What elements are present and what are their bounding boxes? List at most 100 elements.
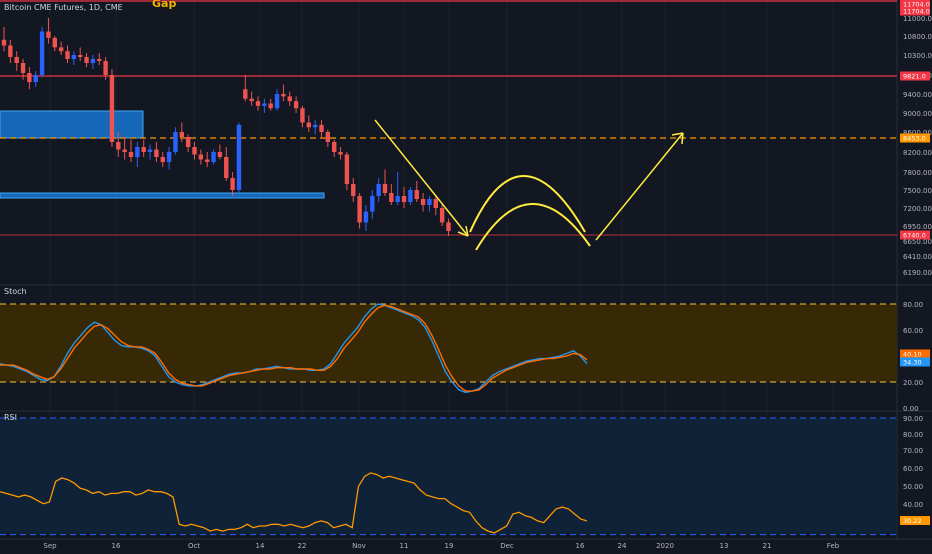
- price-badge-label: 9821.0: [903, 73, 926, 81]
- candle-body: [46, 31, 51, 38]
- stoch-badge-label: 40.10: [903, 351, 922, 359]
- price-tick-label: 9400.00: [903, 91, 932, 99]
- gap-box-upper: [0, 110, 144, 139]
- time-tick-label: Nov: [352, 542, 366, 550]
- candle-body: [128, 152, 134, 157]
- price-badge-label: 6740.0: [903, 232, 926, 240]
- candle-body: [281, 94, 286, 97]
- candle-body: [319, 124, 324, 132]
- price-tick-label: 9000.00: [903, 110, 932, 118]
- time-tick-label: 16: [112, 542, 121, 550]
- stoch-title: Stoch: [4, 287, 27, 296]
- candle-body: [408, 190, 413, 202]
- candle-body: [33, 75, 38, 83]
- candle-body: [420, 199, 426, 205]
- candle-body: [262, 103, 267, 106]
- candle-body: [71, 55, 77, 59]
- price-badge: [900, 6, 930, 16]
- candle-body: [90, 59, 96, 63]
- candle-body: [122, 149, 127, 152]
- arc-cup: [475, 203, 591, 251]
- price-tick-label: 7500.00: [903, 187, 932, 195]
- candle-body: [230, 178, 235, 190]
- candle-body: [185, 137, 191, 147]
- candle-body: [236, 124, 242, 190]
- candle-body: [433, 199, 438, 208]
- time-tick-label: Sep: [43, 542, 57, 550]
- stoch-tick-label: 80.00: [903, 301, 923, 309]
- candle-body: [109, 75, 115, 142]
- candle-body: [376, 184, 381, 196]
- candle-body: [382, 184, 388, 193]
- candle-body: [427, 199, 432, 205]
- time-tick-label: Dec: [500, 542, 514, 550]
- price-tick-label: 7800.00: [903, 169, 932, 177]
- price-tick-label: 6650.00: [903, 238, 932, 246]
- stoch-badge: [900, 357, 930, 367]
- candle-body: [332, 142, 337, 152]
- up-arrow-line: [595, 132, 684, 241]
- candle-body: [1, 39, 7, 46]
- candle-body: [116, 142, 121, 150]
- price-tick-label: 8200.00: [903, 149, 932, 157]
- candle-body: [173, 132, 178, 152]
- candle-body: [312, 124, 318, 128]
- arc-cap: [469, 175, 586, 233]
- candle-body: [243, 89, 248, 99]
- rsi-tick-label: 40.00: [903, 501, 923, 509]
- time-tick-label: 2020: [656, 542, 674, 550]
- rsi-tick-label: 70.00: [903, 447, 923, 455]
- symbol-title: Bitcoin CME Futures, 1D, CME: [4, 3, 123, 12]
- candle-body: [147, 149, 153, 152]
- candle-body: [249, 98, 254, 102]
- candle-body: [39, 31, 45, 75]
- stoch-d-line: [0, 304, 588, 392]
- rsi-tick-label: 80.00: [903, 431, 923, 439]
- candle-body: [414, 190, 419, 199]
- candle-body: [27, 73, 32, 83]
- candle-body: [224, 157, 229, 178]
- stoch-tick-label: 60.00: [903, 327, 923, 335]
- candle-body: [14, 57, 19, 63]
- candle-body: [306, 122, 311, 128]
- candle-body: [160, 157, 165, 162]
- price-badge: [900, 230, 930, 240]
- time-tick-label: 13: [720, 542, 729, 550]
- rsi-badge-label: 30.22: [903, 517, 922, 525]
- candle-body: [198, 154, 204, 160]
- price-tick-label: 10300.00: [903, 52, 932, 60]
- candle-body: [274, 94, 280, 109]
- price-badge-label: 11704.0: [903, 8, 930, 16]
- candle-body: [20, 63, 26, 73]
- candle-body: [97, 59, 102, 61]
- time-tick-label: 22: [298, 542, 307, 550]
- price-badge: [900, 71, 930, 81]
- price-badge-label: 11704.0: [903, 1, 930, 9]
- time-tick-label: Oct: [188, 542, 200, 550]
- down-arrow-head: [457, 225, 469, 237]
- drawing-annotations: [374, 119, 684, 251]
- stoch-pane: [0, 303, 897, 394]
- time-tick-label: 21: [763, 542, 772, 550]
- candle-body: [389, 193, 394, 202]
- gap-annotation-label: Gap: [152, 0, 177, 10]
- candle-body: [338, 152, 343, 155]
- gap-box-lower: [0, 192, 325, 199]
- price-tick-label: 7200.00: [903, 205, 932, 213]
- price-tick-label: 6190.00: [903, 269, 932, 277]
- candle-body: [103, 61, 108, 75]
- candle-body: [8, 45, 13, 57]
- price-badge: [900, 133, 930, 143]
- candle-body: [344, 154, 350, 184]
- rsi-title: RSI: [4, 413, 17, 422]
- candle-body: [78, 55, 83, 57]
- time-tick-label: 24: [618, 542, 627, 550]
- candle-body: [325, 132, 331, 142]
- candle-body: [439, 208, 445, 223]
- time-tick-label: 11: [400, 542, 409, 550]
- candle-body: [446, 222, 451, 231]
- stoch-badge: [900, 349, 930, 359]
- candle-body: [293, 101, 299, 109]
